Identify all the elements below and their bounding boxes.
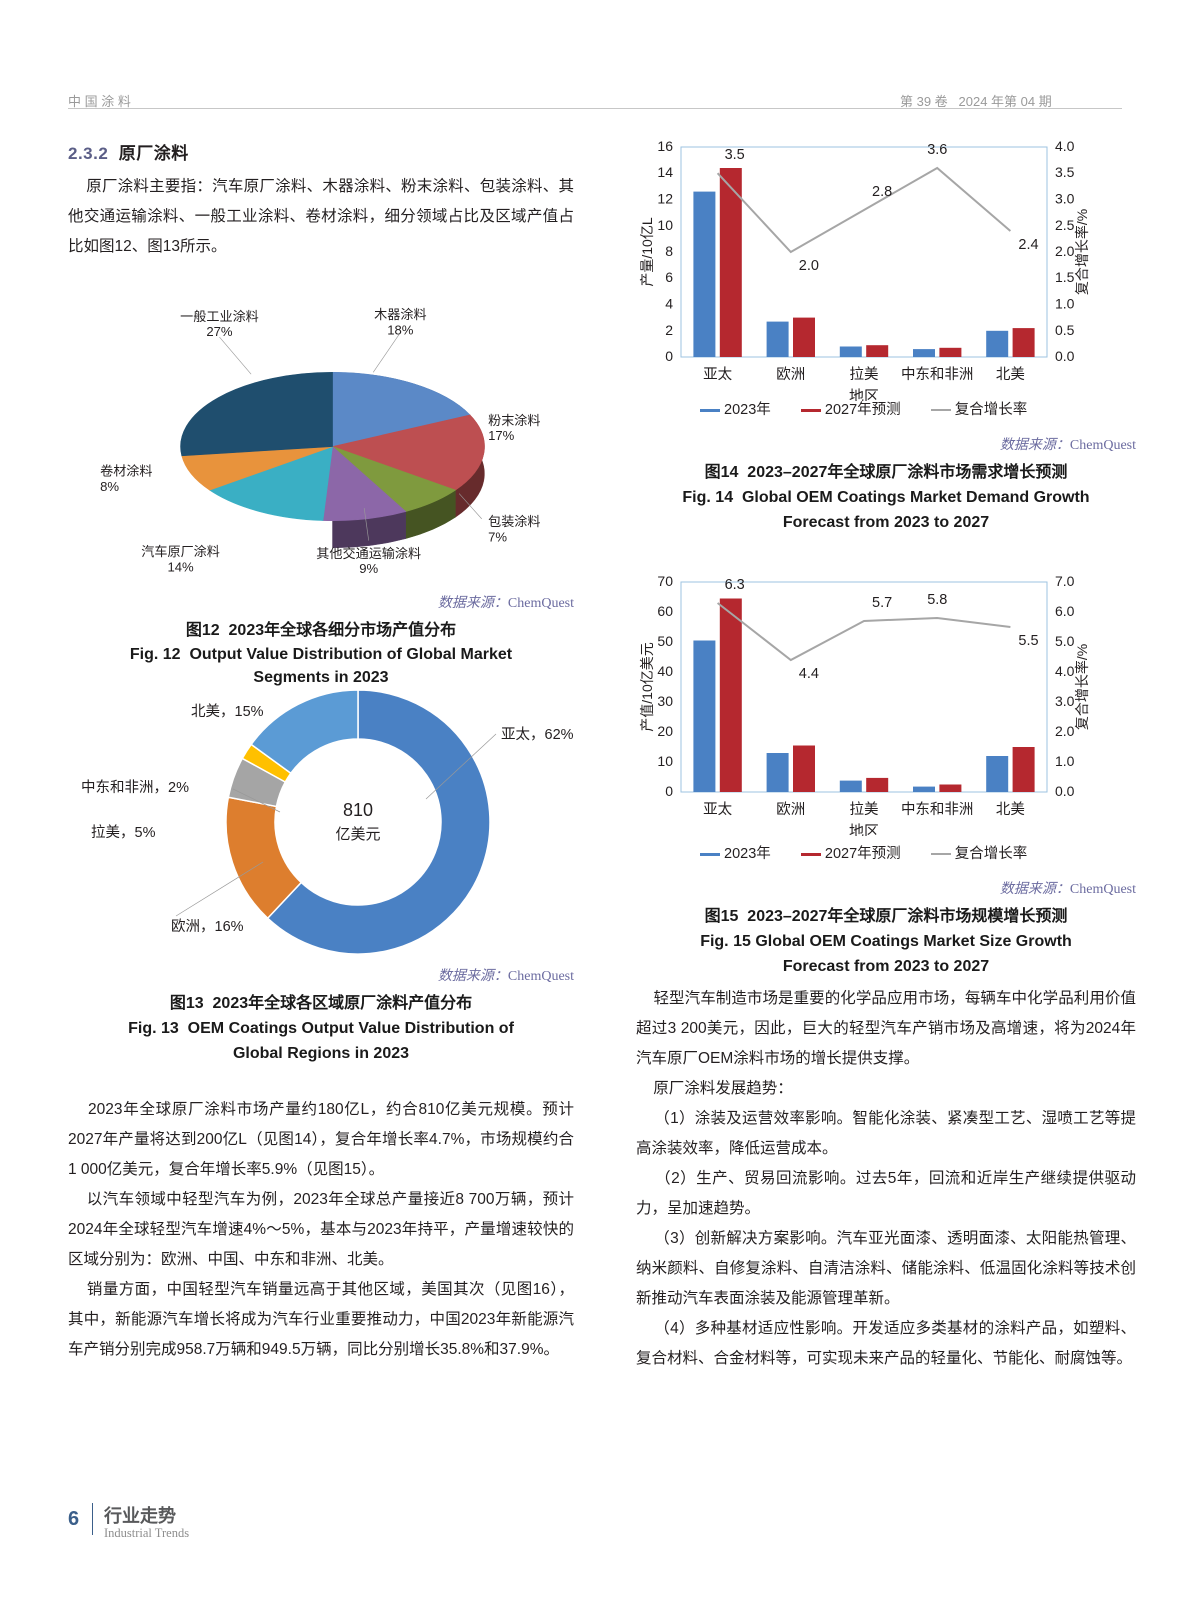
svg-text:14%: 14% xyxy=(167,559,194,574)
svg-text:拉美，5%: 拉美，5% xyxy=(91,824,156,841)
svg-text:70: 70 xyxy=(657,576,673,589)
svg-text:1.0: 1.0 xyxy=(1055,296,1075,312)
svg-text:10: 10 xyxy=(657,753,673,769)
svg-text:粉末涂料: 粉末涂料 xyxy=(488,413,540,428)
svg-text:其他交通运输涂料: 其他交通运输涂料 xyxy=(316,545,421,561)
svg-text:2.0: 2.0 xyxy=(1055,723,1075,739)
svg-text:14: 14 xyxy=(657,164,673,180)
svg-text:4.0: 4.0 xyxy=(1055,663,1075,679)
svg-text:5.8: 5.8 xyxy=(927,592,947,608)
svg-text:2.4: 2.4 xyxy=(1018,237,1038,253)
svg-text:0: 0 xyxy=(665,348,673,364)
svg-text:8%: 8% xyxy=(100,479,119,494)
svg-text:4.4: 4.4 xyxy=(799,666,819,682)
svg-text:2.5: 2.5 xyxy=(1055,217,1075,233)
svg-text:复合增长率/%: 复合增长率/% xyxy=(1074,644,1090,730)
svg-text:50: 50 xyxy=(657,633,673,649)
svg-text:亚太，62%: 亚太，62% xyxy=(501,726,574,743)
svg-text:5.7: 5.7 xyxy=(872,595,892,611)
svg-text:2.0: 2.0 xyxy=(1055,243,1075,259)
svg-text:欧洲: 欧洲 xyxy=(776,801,805,818)
svg-text:3.0: 3.0 xyxy=(1055,191,1075,207)
svg-text:复合增长率/%: 复合增长率/% xyxy=(1074,209,1090,295)
svg-text:6.0: 6.0 xyxy=(1055,603,1075,619)
svg-text:拉美: 拉美 xyxy=(850,366,879,383)
svg-text:7.0: 7.0 xyxy=(1055,576,1075,589)
svg-text:9%: 9% xyxy=(359,561,378,576)
svg-text:产量/10亿L: 产量/10亿L xyxy=(639,217,655,286)
svg-text:27%: 27% xyxy=(206,324,233,339)
svg-text:地区: 地区 xyxy=(849,823,879,836)
svg-text:亚太: 亚太 xyxy=(703,366,732,383)
svg-text:5.5: 5.5 xyxy=(1018,633,1038,649)
svg-text:3.5: 3.5 xyxy=(1055,164,1075,180)
svg-text:0: 0 xyxy=(665,783,673,799)
svg-text:12: 12 xyxy=(657,191,673,207)
svg-text:0.0: 0.0 xyxy=(1055,348,1075,364)
svg-text:6: 6 xyxy=(665,269,673,285)
svg-text:北美: 北美 xyxy=(996,801,1025,818)
svg-text:6.3: 6.3 xyxy=(725,577,745,593)
svg-text:18%: 18% xyxy=(387,322,414,337)
svg-text:欧洲: 欧洲 xyxy=(776,366,805,383)
svg-text:0.5: 0.5 xyxy=(1055,322,1075,338)
svg-text:包装涂料: 包装涂料 xyxy=(488,514,540,529)
svg-text:810: 810 xyxy=(343,800,373,820)
svg-text:0.0: 0.0 xyxy=(1055,783,1075,799)
svg-text:1.0: 1.0 xyxy=(1055,753,1075,769)
svg-text:北美，15%: 北美，15% xyxy=(191,703,264,720)
svg-text:60: 60 xyxy=(657,603,673,619)
svg-text:3.0: 3.0 xyxy=(1055,693,1075,709)
svg-text:3.6: 3.6 xyxy=(927,142,947,158)
svg-text:10: 10 xyxy=(657,217,673,233)
svg-text:7%: 7% xyxy=(488,529,507,544)
svg-text:2.0: 2.0 xyxy=(799,258,819,274)
svg-text:欧洲，16%: 欧洲，16% xyxy=(171,918,244,935)
svg-text:1.5: 1.5 xyxy=(1055,269,1075,285)
svg-text:8: 8 xyxy=(665,243,673,259)
svg-text:亿美元: 亿美元 xyxy=(335,826,380,843)
svg-text:拉美: 拉美 xyxy=(850,801,879,818)
svg-text:中东和非洲: 中东和非洲 xyxy=(901,366,974,383)
svg-text:20: 20 xyxy=(657,723,673,739)
svg-text:4.0: 4.0 xyxy=(1055,141,1075,154)
svg-text:2: 2 xyxy=(665,322,673,338)
svg-text:卷材涂料: 卷材涂料 xyxy=(100,463,152,478)
svg-text:2.8: 2.8 xyxy=(872,184,892,200)
svg-text:5.0: 5.0 xyxy=(1055,633,1075,649)
svg-text:一般工业涂料: 一般工业涂料 xyxy=(180,309,259,324)
svg-text:亚太: 亚太 xyxy=(703,801,732,818)
svg-text:中东和非洲: 中东和非洲 xyxy=(901,801,974,818)
svg-text:木器涂料: 木器涂料 xyxy=(374,307,426,322)
svg-text:4: 4 xyxy=(665,296,673,312)
svg-text:产值/10亿美元: 产值/10亿美元 xyxy=(639,642,655,731)
svg-text:中东和非洲，2%: 中东和非洲，2% xyxy=(81,779,189,796)
svg-text:3.5: 3.5 xyxy=(725,147,745,163)
svg-text:30: 30 xyxy=(657,693,673,709)
svg-text:16: 16 xyxy=(657,141,673,154)
svg-text:汽车原厂涂料: 汽车原厂涂料 xyxy=(141,543,220,559)
svg-text:17%: 17% xyxy=(488,428,515,443)
svg-text:北美: 北美 xyxy=(996,366,1025,383)
svg-text:40: 40 xyxy=(657,663,673,679)
